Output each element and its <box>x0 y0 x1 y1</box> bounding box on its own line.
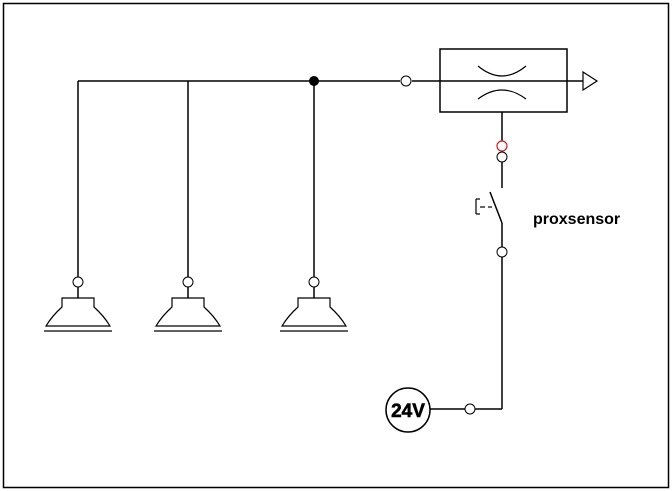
sensor-label: proxsensor <box>533 211 620 228</box>
suction-cup-icon <box>280 297 348 327</box>
suction-cup-3 <box>280 276 348 332</box>
suction-cup-port-1 <box>72 276 84 288</box>
signal-port <box>496 246 508 258</box>
suction-cup-icon <box>44 297 112 327</box>
nozzle-lower-arc-icon <box>477 89 527 100</box>
sensor-port-lower <box>496 151 508 163</box>
exhaust-arrow-icon <box>582 70 599 92</box>
inlet-port <box>400 75 412 87</box>
proximity-switch <box>475 191 503 224</box>
sensor-port-upper <box>496 140 508 152</box>
supply-24v: 24V <box>385 387 431 433</box>
suction-cup-port-3 <box>308 276 320 288</box>
suction-cup-2 <box>154 276 222 332</box>
vacuum-ejector <box>439 48 599 113</box>
suction-cup-1 <box>44 276 112 332</box>
supply-label: 24V <box>391 401 425 422</box>
suction-cup-port-2 <box>182 276 194 288</box>
supply-port <box>464 403 476 415</box>
supply-circle <box>385 387 431 433</box>
nozzle-upper-arc-icon <box>477 65 527 77</box>
suction-cup-icon <box>154 297 222 327</box>
